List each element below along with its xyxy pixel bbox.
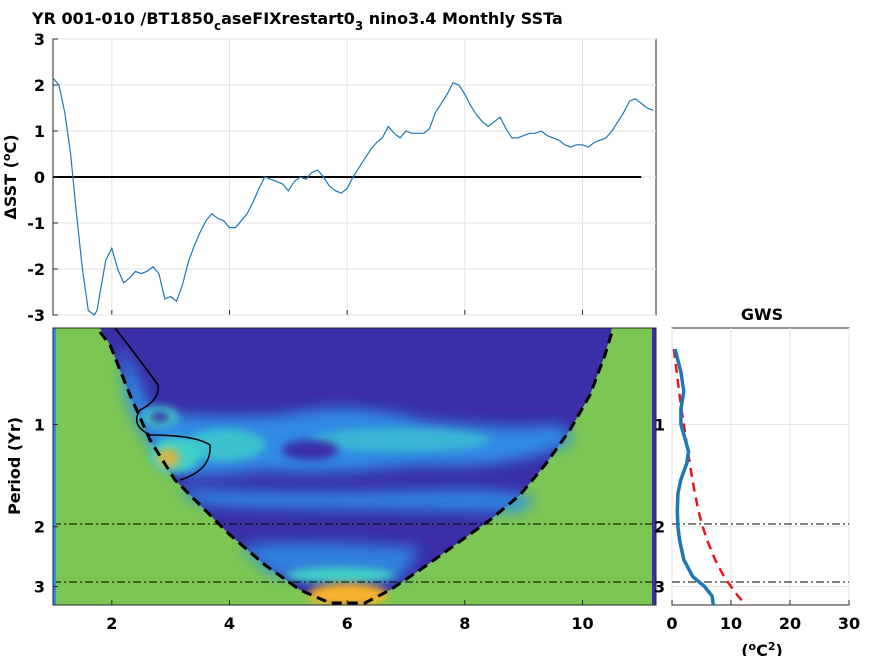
wavelet-axes-box [52,327,657,606]
sst-y-axis-label: ΔSST (oC) [0,134,20,219]
gws-axes-box [671,327,850,606]
gws-x-tick-label: 20 [779,614,801,633]
wavelet-y-ticks: 1 1 2 2 3 3 [34,415,665,596]
significance-contour [114,328,211,481]
gws-panel: GWS 0 10 20 30 (oC2) [666,305,860,656]
wavelet-x-tick-label: 6 [342,614,353,633]
sst-panel: 3 2 1 0 -1 -2 -3 ΔSST (oC) [0,30,657,325]
right-edge-strip [652,328,656,605]
sst-y-tick-label: -2 [27,260,45,279]
sst-y-ticks: 3 2 1 0 -1 -2 -3 [27,30,58,325]
cone-of-influence [98,331,614,605]
wavelet-y-tick-label: 2 [34,518,45,537]
wavelet-x-tick-label: 4 [224,614,235,633]
sst-y-tick-label: 0 [34,168,45,187]
gws-x-axis-label: (oC2) [741,640,783,656]
chart-title: YR 001-010 /BT1850caseFIXrestart03 nino3… [31,9,563,33]
wavelet-low-spots [150,412,338,460]
gws-power-line [673,348,716,606]
gws-x-ticks: 0 10 20 30 [666,600,860,633]
wavelet-y-tick-label: 3 [34,578,45,597]
sst-y-tick-label: -1 [27,214,45,233]
wavelet-x-tick-label: 2 [106,614,117,633]
wavelet-right-y-tick-label: 1 [654,415,665,434]
gws-x-tick-label: 30 [838,614,860,633]
sst-y-tick-label: 2 [34,76,45,95]
gws-grid [671,328,850,605]
gws-x-tick-label: 10 [720,614,742,633]
wavelet-right-y-tick-label: 2 [654,518,665,537]
wavelet-right-y-tick-label: 3 [654,578,665,597]
wavelet-y-axis-label: Period (Yr) [5,417,24,515]
wavelet-peak-power [156,448,388,605]
gws-title: GWS [741,305,783,324]
wavelet-panel: 2 4 6 8 10 1 1 2 2 3 3 Period (Yr) [5,327,665,633]
wavelet-y-tick-label: 1 [34,415,45,434]
sst-series-line [52,77,654,316]
wavelet-x-tick-label: 10 [571,614,593,633]
sst-y-tick-label: 3 [34,30,45,49]
left-edge-strip [53,328,56,605]
gws-x-tick-label: 0 [666,614,677,633]
sst-y-tick-label: -3 [27,306,45,325]
wavelet-x-ticks: 2 4 6 8 10 [106,600,594,633]
sst-y-tick-label: 1 [34,122,45,141]
wavelet-x-tick-label: 8 [459,614,470,633]
gws-significance-line [672,348,747,606]
